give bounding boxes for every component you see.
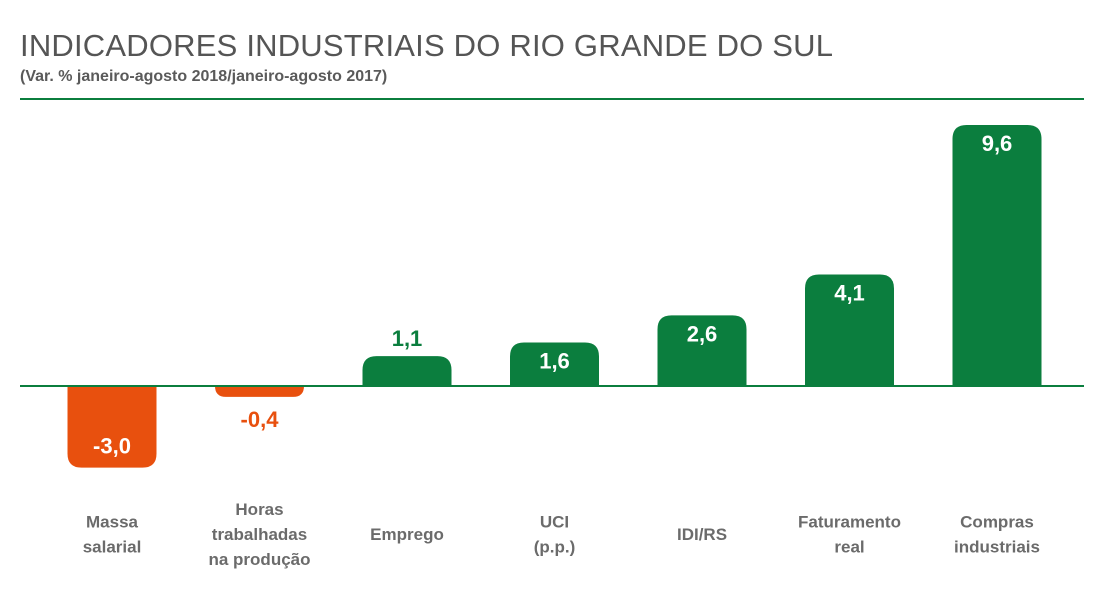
title-divider [20, 98, 1084, 100]
bar [657, 315, 747, 386]
category-label: Compras industriais [954, 513, 1040, 557]
bar [510, 342, 599, 386]
category-label: Massa salarial [83, 513, 142, 557]
data-label: -3,0 [93, 434, 131, 459]
category-label: Emprego [370, 525, 444, 544]
category-label: Faturamento real [798, 513, 901, 557]
bar [67, 386, 157, 468]
category-label: Horas trabalhadas na produção [208, 500, 310, 569]
bar [215, 386, 304, 397]
data-label: 1,6 [539, 349, 570, 374]
bar [952, 125, 1042, 386]
chart-subtitle: (Var. % janeiro-agosto 2018/janeiro-agos… [20, 68, 388, 85]
bar [805, 274, 894, 386]
data-label: 4,1 [834, 281, 865, 306]
chart-title: INDICADORES INDUSTRIAIS DO RIO GRANDE DO… [20, 28, 834, 63]
data-label: -0,4 [241, 407, 280, 432]
data-label: 2,6 [687, 321, 718, 346]
data-label: 9,6 [982, 131, 1013, 156]
data-label: 1,1 [392, 326, 423, 351]
category-label: IDI/RS [677, 525, 727, 544]
bar [362, 356, 452, 386]
category-label: UCI (p.p.) [534, 513, 576, 557]
